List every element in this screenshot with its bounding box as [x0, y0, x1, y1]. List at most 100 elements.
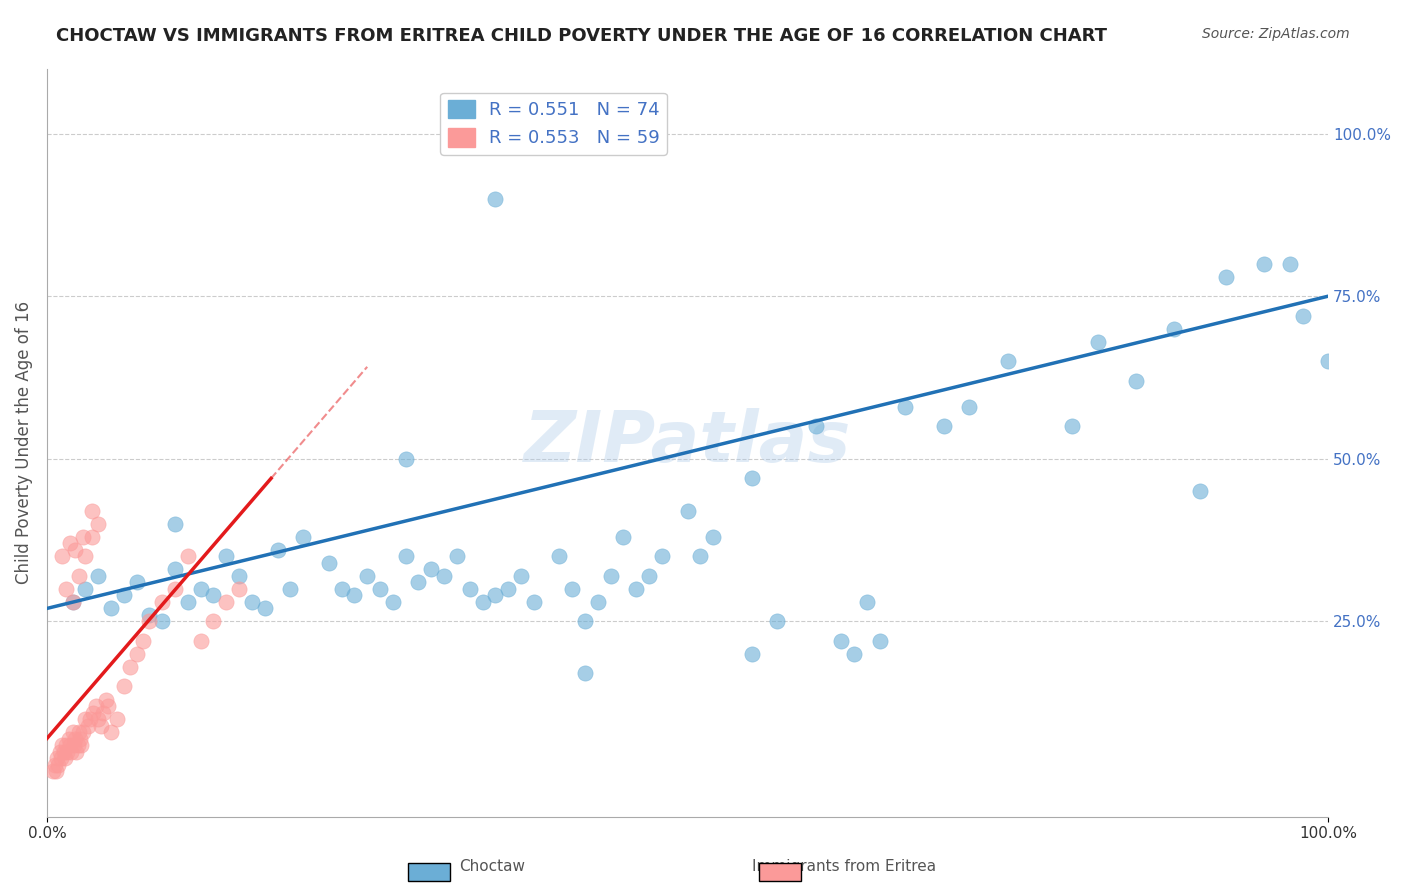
- Point: [62, 738, 84, 752]
- Point: [125, 575, 148, 590]
- Point: [638, 569, 661, 583]
- Point: [381, 595, 404, 609]
- Point: [702, 530, 724, 544]
- Point: [65, 745, 87, 759]
- Legend: R = 0.551   N = 74, R = 0.553   N = 59: R = 0.551 N = 74, R = 0.553 N = 59: [440, 93, 666, 154]
- Point: [56, 745, 79, 759]
- Point: [408, 575, 430, 590]
- Point: [510, 569, 533, 583]
- Point: [368, 582, 391, 596]
- Point: [741, 647, 763, 661]
- Point: [561, 582, 583, 596]
- Point: [87, 569, 110, 583]
- Point: [52, 745, 75, 759]
- Point: [63, 542, 86, 557]
- Point: [766, 615, 789, 629]
- Point: [356, 569, 378, 583]
- Point: [163, 582, 186, 596]
- Point: [484, 589, 506, 603]
- Point: [330, 582, 353, 596]
- Point: [72, 725, 94, 739]
- Point: [395, 451, 418, 466]
- Point: [63, 731, 86, 746]
- Point: [292, 530, 315, 544]
- Point: [70, 738, 93, 752]
- Point: [1215, 269, 1237, 284]
- Point: [496, 582, 519, 596]
- Point: [49, 751, 72, 765]
- Point: [471, 595, 494, 609]
- Point: [1317, 354, 1340, 368]
- Point: [830, 634, 852, 648]
- Point: [62, 595, 84, 609]
- Point: [599, 569, 621, 583]
- Point: [67, 725, 90, 739]
- Point: [1253, 257, 1275, 271]
- Point: [66, 738, 89, 752]
- Point: [626, 582, 648, 596]
- Point: [138, 615, 160, 629]
- Point: [120, 660, 142, 674]
- Point: [932, 419, 955, 434]
- Point: [163, 516, 186, 531]
- Point: [80, 530, 103, 544]
- Point: [75, 582, 97, 596]
- Point: [42, 764, 65, 778]
- Point: [228, 582, 250, 596]
- Point: [72, 530, 94, 544]
- Point: [1060, 419, 1083, 434]
- Point: [842, 647, 865, 661]
- Point: [651, 549, 673, 564]
- Point: [59, 738, 82, 752]
- Point: [1188, 484, 1211, 499]
- Point: [215, 549, 238, 564]
- Point: [574, 615, 596, 629]
- Point: [266, 542, 288, 557]
- Point: [51, 549, 73, 564]
- Point: [67, 569, 90, 583]
- Point: [55, 582, 77, 596]
- Point: [59, 536, 82, 550]
- Point: [894, 400, 917, 414]
- Point: [1087, 334, 1109, 349]
- Point: [1278, 257, 1301, 271]
- Point: [87, 516, 110, 531]
- Point: [45, 764, 67, 778]
- Point: [87, 712, 110, 726]
- Point: [215, 595, 238, 609]
- Point: [150, 595, 173, 609]
- Point: [741, 471, 763, 485]
- Point: [91, 706, 114, 720]
- Point: [46, 751, 69, 765]
- Point: [79, 712, 101, 726]
- Text: Source: ZipAtlas.com: Source: ZipAtlas.com: [1202, 27, 1350, 41]
- Point: [689, 549, 711, 564]
- Text: Immigrants from Eritrea: Immigrants from Eritrea: [752, 859, 935, 874]
- Point: [318, 556, 340, 570]
- Point: [523, 595, 546, 609]
- Point: [433, 569, 456, 583]
- Point: [100, 601, 122, 615]
- Text: Choctaw: Choctaw: [460, 859, 524, 874]
- Point: [1125, 374, 1147, 388]
- Point: [48, 757, 70, 772]
- Point: [97, 698, 120, 713]
- Point: [58, 731, 80, 746]
- Point: [804, 419, 827, 434]
- Point: [48, 745, 70, 759]
- Point: [44, 757, 66, 772]
- Point: [997, 354, 1019, 368]
- Point: [202, 589, 225, 603]
- Point: [53, 751, 76, 765]
- Point: [1291, 309, 1313, 323]
- Point: [190, 582, 212, 596]
- Point: [138, 607, 160, 622]
- Point: [1163, 322, 1185, 336]
- Point: [75, 712, 97, 726]
- Point: [240, 595, 263, 609]
- Point: [55, 738, 77, 752]
- Point: [60, 745, 83, 759]
- Text: CHOCTAW VS IMMIGRANTS FROM ERITREA CHILD POVERTY UNDER THE AGE OF 16 CORRELATION: CHOCTAW VS IMMIGRANTS FROM ERITREA CHILD…: [56, 27, 1108, 45]
- Point: [90, 718, 112, 732]
- Point: [202, 615, 225, 629]
